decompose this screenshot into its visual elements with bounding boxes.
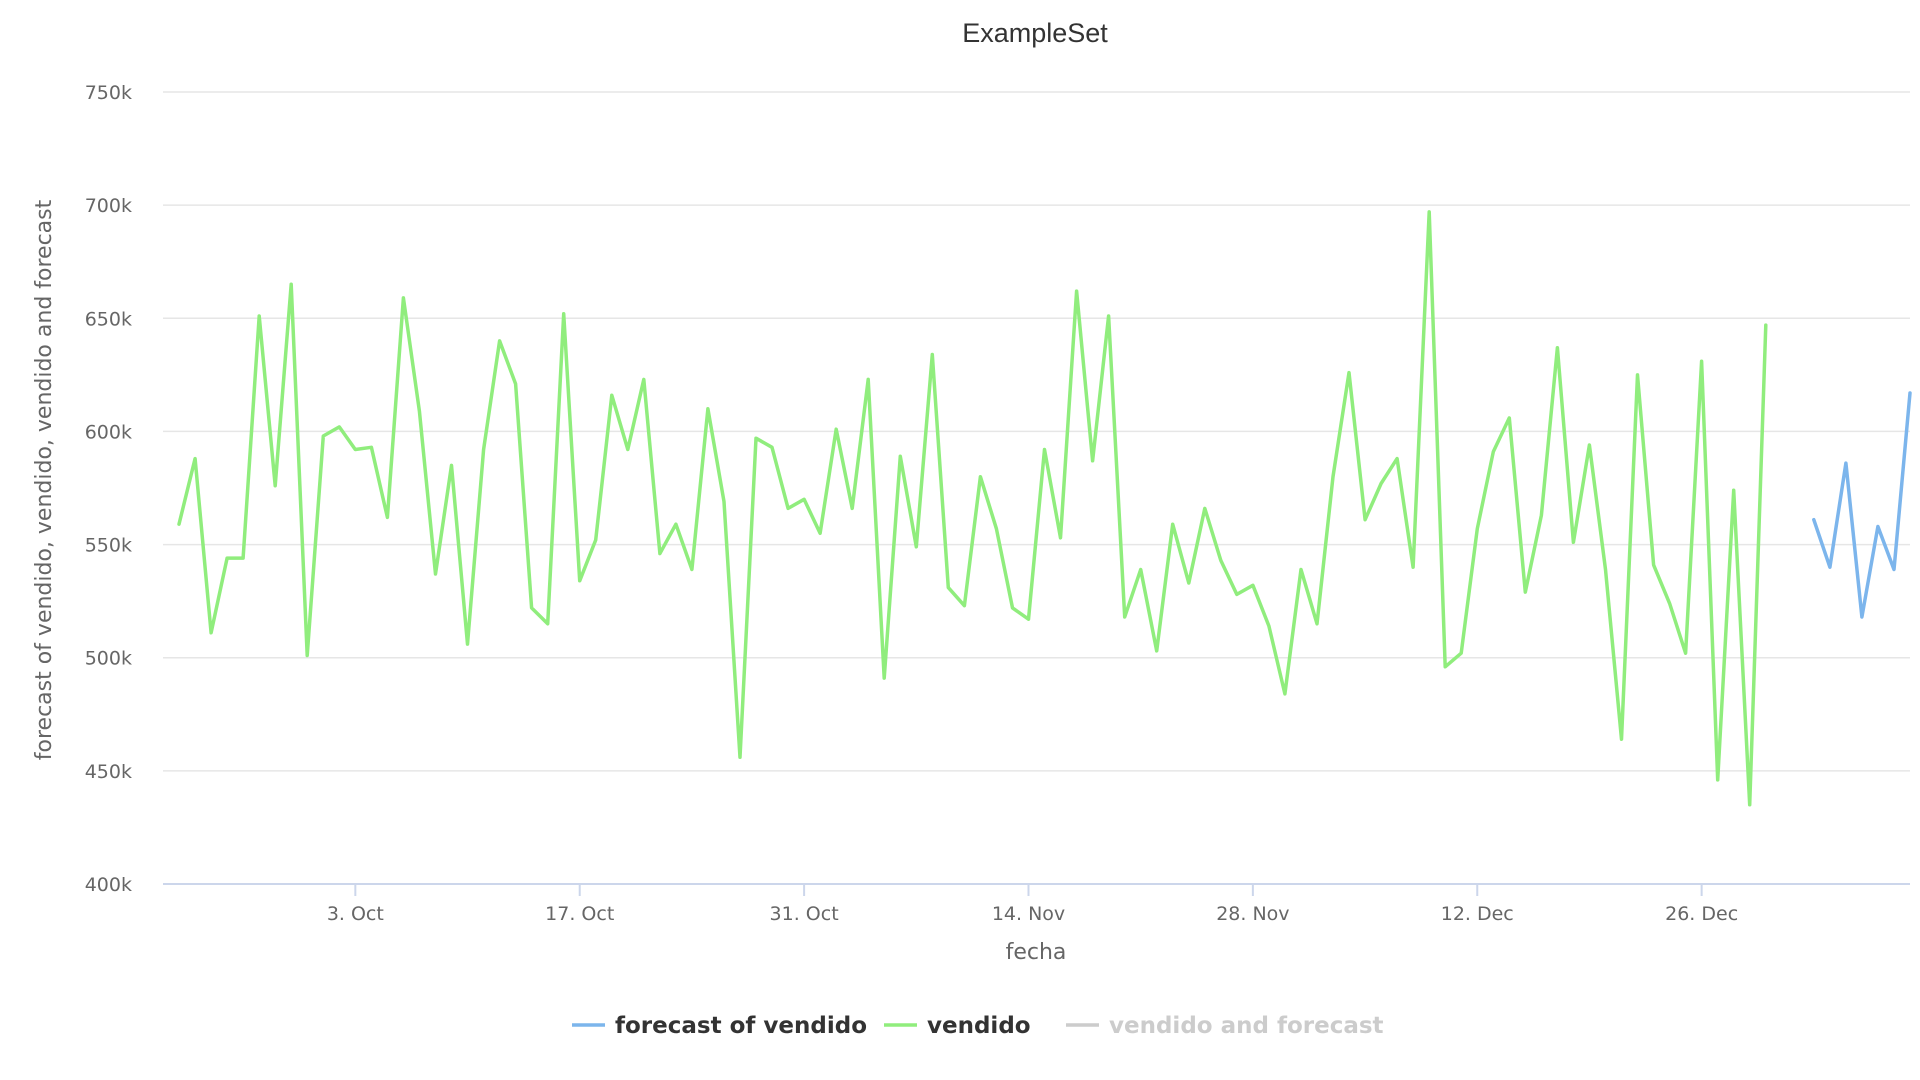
x-tick-label: 31. Oct [770, 903, 839, 925]
legend-label: forecast of vendido [615, 1013, 867, 1039]
y-tick-label: 650k [85, 308, 132, 330]
legend-label: vendido [927, 1013, 1031, 1039]
chart-title: ExampleSet [962, 18, 1108, 48]
x-axis-label: fecha [1006, 940, 1067, 965]
y-tick-label: 700k [85, 195, 132, 217]
legend-item-vendido[interactable]: vendido [884, 1013, 1031, 1039]
legend: forecast of vendido vendido vendido and fo… [572, 1013, 1384, 1039]
x-tick-label: 17. Oct [545, 903, 614, 925]
series-line-vendido [177, 210, 1768, 807]
y-axis-label: forecast of vendido, vendido, vendido an… [32, 199, 57, 760]
series-line-forecast-of-vendido [1812, 391, 1912, 619]
grid-layer [163, 91, 1910, 772]
y-tick-label: 450k [85, 761, 132, 783]
x-axis-ticks: 3. Oct 17. Oct 31. Oct 14. Nov 28. Nov 12. De… [327, 884, 1738, 925]
y-tick-label: 400k [85, 874, 132, 896]
y-tick-label: 500k [85, 648, 132, 670]
legend-label: vendido and forecast [1109, 1013, 1384, 1039]
y-axis-ticks: 400k 450k 500k 550k 600k 650k 700k 750k [85, 82, 132, 896]
legend-item-forecast-of-vendido[interactable]: forecast of vendido [572, 1013, 867, 1039]
series-layer [177, 210, 1912, 807]
y-tick-label: 600k [85, 421, 132, 443]
y-tick-label: 550k [85, 535, 132, 557]
legend-item-vendido-and-forecast[interactable]: vendido and forecast [1066, 1013, 1384, 1039]
x-tick-label: 14. Nov [992, 903, 1065, 925]
x-tick-label: 12. Dec [1441, 903, 1514, 925]
x-tick-label: 3. Oct [327, 903, 384, 925]
x-tick-label: 28. Nov [1216, 903, 1289, 925]
x-tick-label: 26. Dec [1665, 903, 1738, 925]
y-tick-label: 750k [85, 82, 132, 104]
